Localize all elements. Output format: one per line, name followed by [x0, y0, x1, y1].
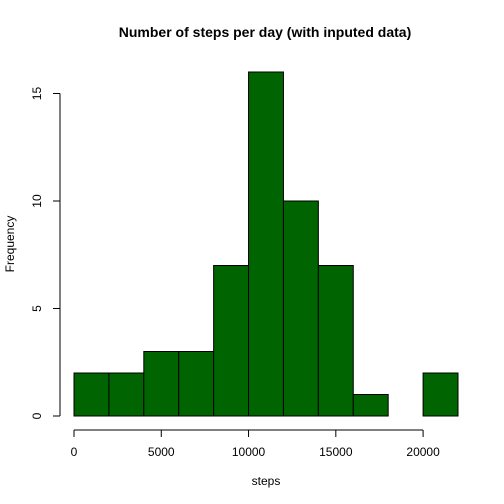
histogram-bar-4 — [213, 265, 250, 417]
x-axis: 0 5000 10000 15000 20000 — [71, 429, 440, 459]
bars-group — [73, 71, 459, 417]
x-tick-label-3: 15000 — [319, 445, 353, 459]
histogram-bar-0 — [73, 372, 110, 417]
x-tick-label-1: 5000 — [148, 445, 175, 459]
y-axis: 0 5 10 15 — [30, 87, 61, 419]
x-axis-label: steps — [252, 474, 281, 488]
y-tick-label-2: 10 — [30, 194, 44, 208]
histogram-bar-10 — [422, 372, 459, 417]
x-tick-label-4: 20000 — [406, 445, 440, 459]
histogram-bar-6 — [282, 200, 319, 417]
y-tick-label-3: 15 — [30, 87, 44, 101]
histogram-bar-7 — [317, 265, 354, 417]
histogram-bar-2 — [143, 351, 180, 417]
histogram-bar-5 — [248, 71, 284, 417]
histogram-bar-3 — [178, 351, 215, 417]
y-axis-label: Frequency — [3, 216, 17, 273]
y-tick-label-0: 0 — [30, 412, 44, 419]
y-tick-label-1: 5 — [30, 305, 44, 312]
x-tick-label-2: 10000 — [232, 445, 266, 459]
chart-title: Number of steps per day (with inputed da… — [119, 24, 411, 40]
x-tick-label-0: 0 — [71, 445, 78, 459]
histogram-bar-8 — [352, 394, 389, 417]
histogram-bar-1 — [108, 372, 145, 417]
